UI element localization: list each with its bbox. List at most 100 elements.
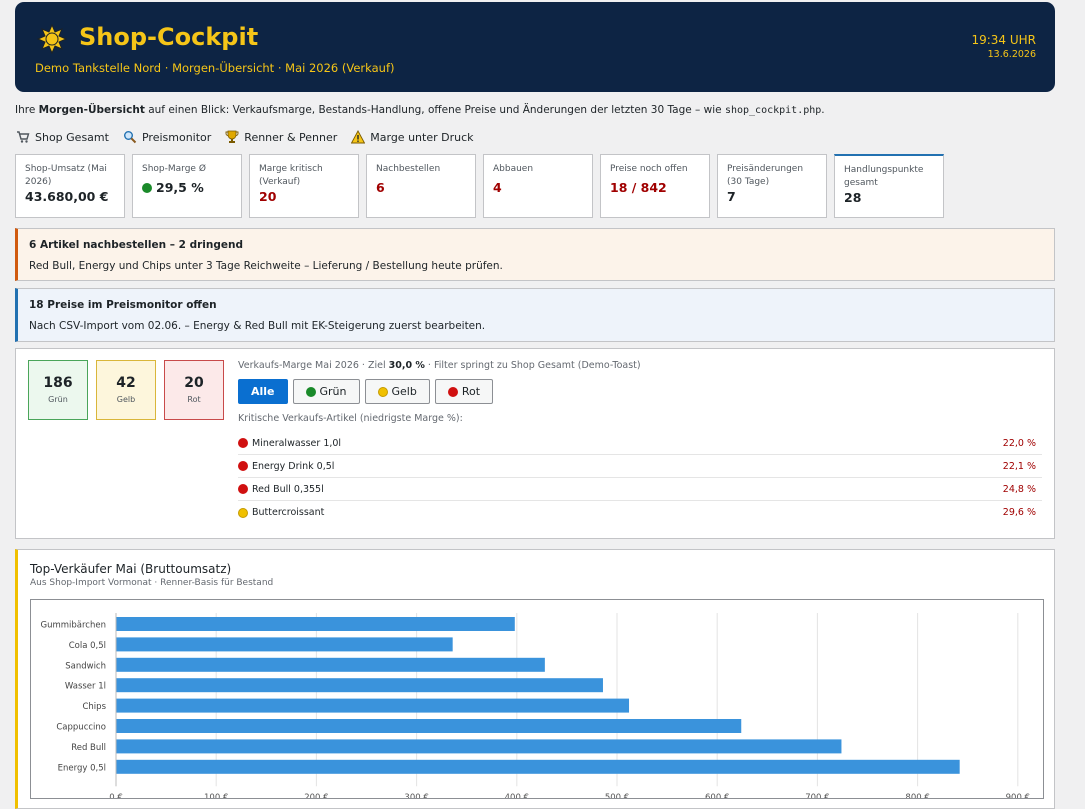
notice-text: Nach CSV-Import vom 02.06. – Energy & Re…	[29, 320, 486, 332]
list-item[interactable]: Energy Drink 0,5l 22,1 %	[238, 455, 1042, 478]
clock-time: 19:34 UHR	[971, 33, 1036, 47]
nav-label: Preismonitor	[141, 130, 212, 144]
y-tick-label: Cappuccino	[56, 723, 106, 733]
item-name: Mineralwasser 1,0l	[252, 437, 342, 449]
x-tick-label: 500 €	[605, 793, 629, 798]
margin-box-count: 186	[43, 375, 73, 391]
bar	[116, 678, 603, 693]
y-tick-label: Sandwich	[65, 661, 106, 671]
x-tick-label: 400 €	[505, 793, 529, 798]
card-label: Shop-Umsatz (Mai 2026)	[25, 164, 107, 187]
margin-box-count: 42	[116, 375, 136, 391]
x-tick-label: 100 €	[204, 793, 228, 798]
card-value: 4	[493, 180, 502, 195]
card-nachbestellen[interactable]: Nachbestellen 6	[366, 154, 476, 218]
intro-suffix: .	[821, 104, 825, 116]
margin-filters: Alle Grün Gelb Rot	[238, 379, 1042, 404]
card-abbauen[interactable]: Abbauen 4	[483, 154, 593, 218]
notice-prices: 18 Preise im Preismonitor offen Nach CSV…	[15, 288, 1055, 342]
item-name: Energy Drink 0,5l	[252, 460, 335, 472]
nav-label: Marge unter Druck	[370, 130, 474, 144]
card-preise-offen[interactable]: Preise noch offen 18 / 842	[600, 154, 710, 218]
card-shop-umsatz[interactable]: Shop-Umsatz (Mai 2026) 43.680,00 €	[15, 154, 125, 218]
filter-all-button[interactable]: Alle	[238, 379, 288, 404]
bar-chart: 0 € 100 € 200 € 300 € 400 € 500 € 600 € 700 € 80…	[41, 613, 1030, 798]
card-label: Marge kritisch (Verkauf)	[259, 164, 323, 187]
app-title: Shop-Cockpit	[79, 23, 259, 51]
nav-marge-druck[interactable]: Marge unter Druck	[351, 130, 474, 144]
x-tick-label: 600 €	[705, 793, 729, 798]
margin-box-count: 20	[184, 375, 204, 391]
bar	[116, 698, 630, 713]
nav-shop-gesamt[interactable]: Shop Gesamt	[16, 130, 109, 144]
status-dot-green-icon	[305, 386, 316, 397]
card-shop-marge[interactable]: Shop-Marge Ø 29,5 %	[132, 154, 242, 218]
status-dot-yellow-icon	[377, 386, 388, 397]
bar	[116, 739, 842, 754]
y-tick-label: Cola 0,5l	[69, 641, 106, 651]
y-tick-label: Gummibärchen	[41, 621, 107, 631]
top-sellers-chart: 0 € 100 € 200 € 300 € 400 € 500 € 600 € 700 € 80…	[30, 599, 1044, 799]
margin-box-yellow[interactable]: 42 Gelb	[96, 360, 156, 420]
intro-bold: Morgen-Übersicht	[38, 104, 145, 116]
filter-red-button[interactable]: Rot	[434, 379, 494, 404]
intro-code: shop_cockpit.php	[724, 105, 822, 116]
item-margin: 22,1 %	[1002, 460, 1036, 472]
margin-box-red[interactable]: 20 Rot	[164, 360, 224, 420]
trophy-icon	[225, 130, 239, 143]
card-value: 29,5 %	[156, 180, 204, 195]
critical-caption: Kritische Verkaufs-Artikel (niedrigste M…	[238, 413, 463, 424]
filter-yellow-button[interactable]: Gelb	[364, 379, 430, 404]
y-tick-label: Energy 0,5l	[58, 763, 106, 773]
app-subtitle: Demo Tankstelle Nord · Morgen-Übersicht …	[35, 61, 395, 75]
filter-green-button[interactable]: Grün	[292, 379, 360, 404]
list-item[interactable]: Red Bull 0,355l 24,8 %	[238, 478, 1042, 501]
x-tick-label: 300 €	[404, 793, 428, 798]
card-label: Preise noch offen	[610, 164, 688, 174]
item-margin: 29,6 %	[1002, 507, 1036, 518]
nav-preismonitor[interactable]: Preismonitor	[123, 130, 211, 144]
nav-label: Renner & Penner	[244, 130, 338, 144]
clock-date: 13.6.2026	[987, 49, 1036, 60]
y-tick-label: Chips	[82, 702, 106, 712]
card-value: 28	[844, 190, 862, 205]
card-value-wrap: 29,5 %	[142, 180, 232, 195]
bar	[116, 719, 742, 733]
item-name: Red Bull 0,355l	[252, 483, 324, 495]
item-margin: 24,8 %	[1002, 483, 1036, 495]
top-sellers-subtitle: Aus Shop-Import Vormonat · Renner-Basis …	[30, 578, 274, 588]
nav-label: Shop Gesamt	[35, 130, 109, 144]
margin-caption: Verkaufs-Marge Mai 2026 · Ziel 30,0 % · …	[238, 360, 1042, 371]
card-preisaenderungen[interactable]: Preisänderungen (30 Tage) 7	[717, 154, 827, 218]
notice-reorder: 6 Artikel nachbestellen – 2 dringend Red…	[15, 228, 1055, 281]
notice-text: Red Bull, Energy und Chips unter 3 Tage …	[29, 260, 503, 272]
kpi-cards: Shop-Umsatz (Mai 2026) 43.680,00 € Shop-…	[15, 154, 944, 218]
filter-label: Rot	[461, 385, 481, 398]
margin-box-label: Gelb	[116, 395, 136, 404]
warning-icon	[351, 130, 366, 144]
quick-nav: Shop Gesamt Preismonitor Renner & Penner…	[16, 130, 474, 144]
margin-detail: Verkaufs-Marge Mai 2026 · Ziel 30,0 % · …	[238, 360, 1042, 524]
card-handlungspunkte[interactable]: Handlungspunkte gesamt 28	[834, 154, 944, 218]
status-dot-red-icon	[447, 386, 458, 397]
magnifier-icon	[123, 131, 137, 144]
status-dot-red-icon	[238, 461, 248, 471]
card-marge-kritisch[interactable]: Marge kritisch (Verkauf) 20	[249, 154, 359, 218]
margin-box-label: Rot	[187, 395, 201, 404]
intro-text: Ihre Morgen-Übersicht auf einen Blick: V…	[15, 104, 825, 116]
caption-prefix: Verkaufs-Marge Mai 2026 · Ziel	[238, 360, 389, 371]
notice-title: 6 Artikel nachbestellen – 2 dringend	[29, 239, 243, 251]
margin-box-green[interactable]: 186 Grün	[28, 360, 88, 420]
card-label: Handlungspunkte gesamt	[844, 165, 924, 188]
caption-suffix: · Filter springt zu Shop Gesamt (Demo-To…	[424, 360, 641, 371]
x-tick-label: 200 €	[304, 793, 328, 798]
status-dot-yellow-icon	[238, 507, 248, 518]
margin-panel: 186 Grün 42 Gelb 20 Rot Verkaufs-Marge M…	[15, 348, 1055, 539]
list-item[interactable]: Buttercroissant 29,6 %	[238, 501, 1042, 524]
card-label: Nachbestellen	[376, 164, 441, 174]
nav-renner-penner[interactable]: Renner & Penner	[225, 130, 337, 144]
bar	[116, 617, 515, 631]
list-item[interactable]: Mineralwasser 1,0l 22,0 %	[238, 432, 1042, 455]
card-value: 6	[376, 180, 385, 195]
x-tick-label: 800 €	[905, 793, 929, 798]
